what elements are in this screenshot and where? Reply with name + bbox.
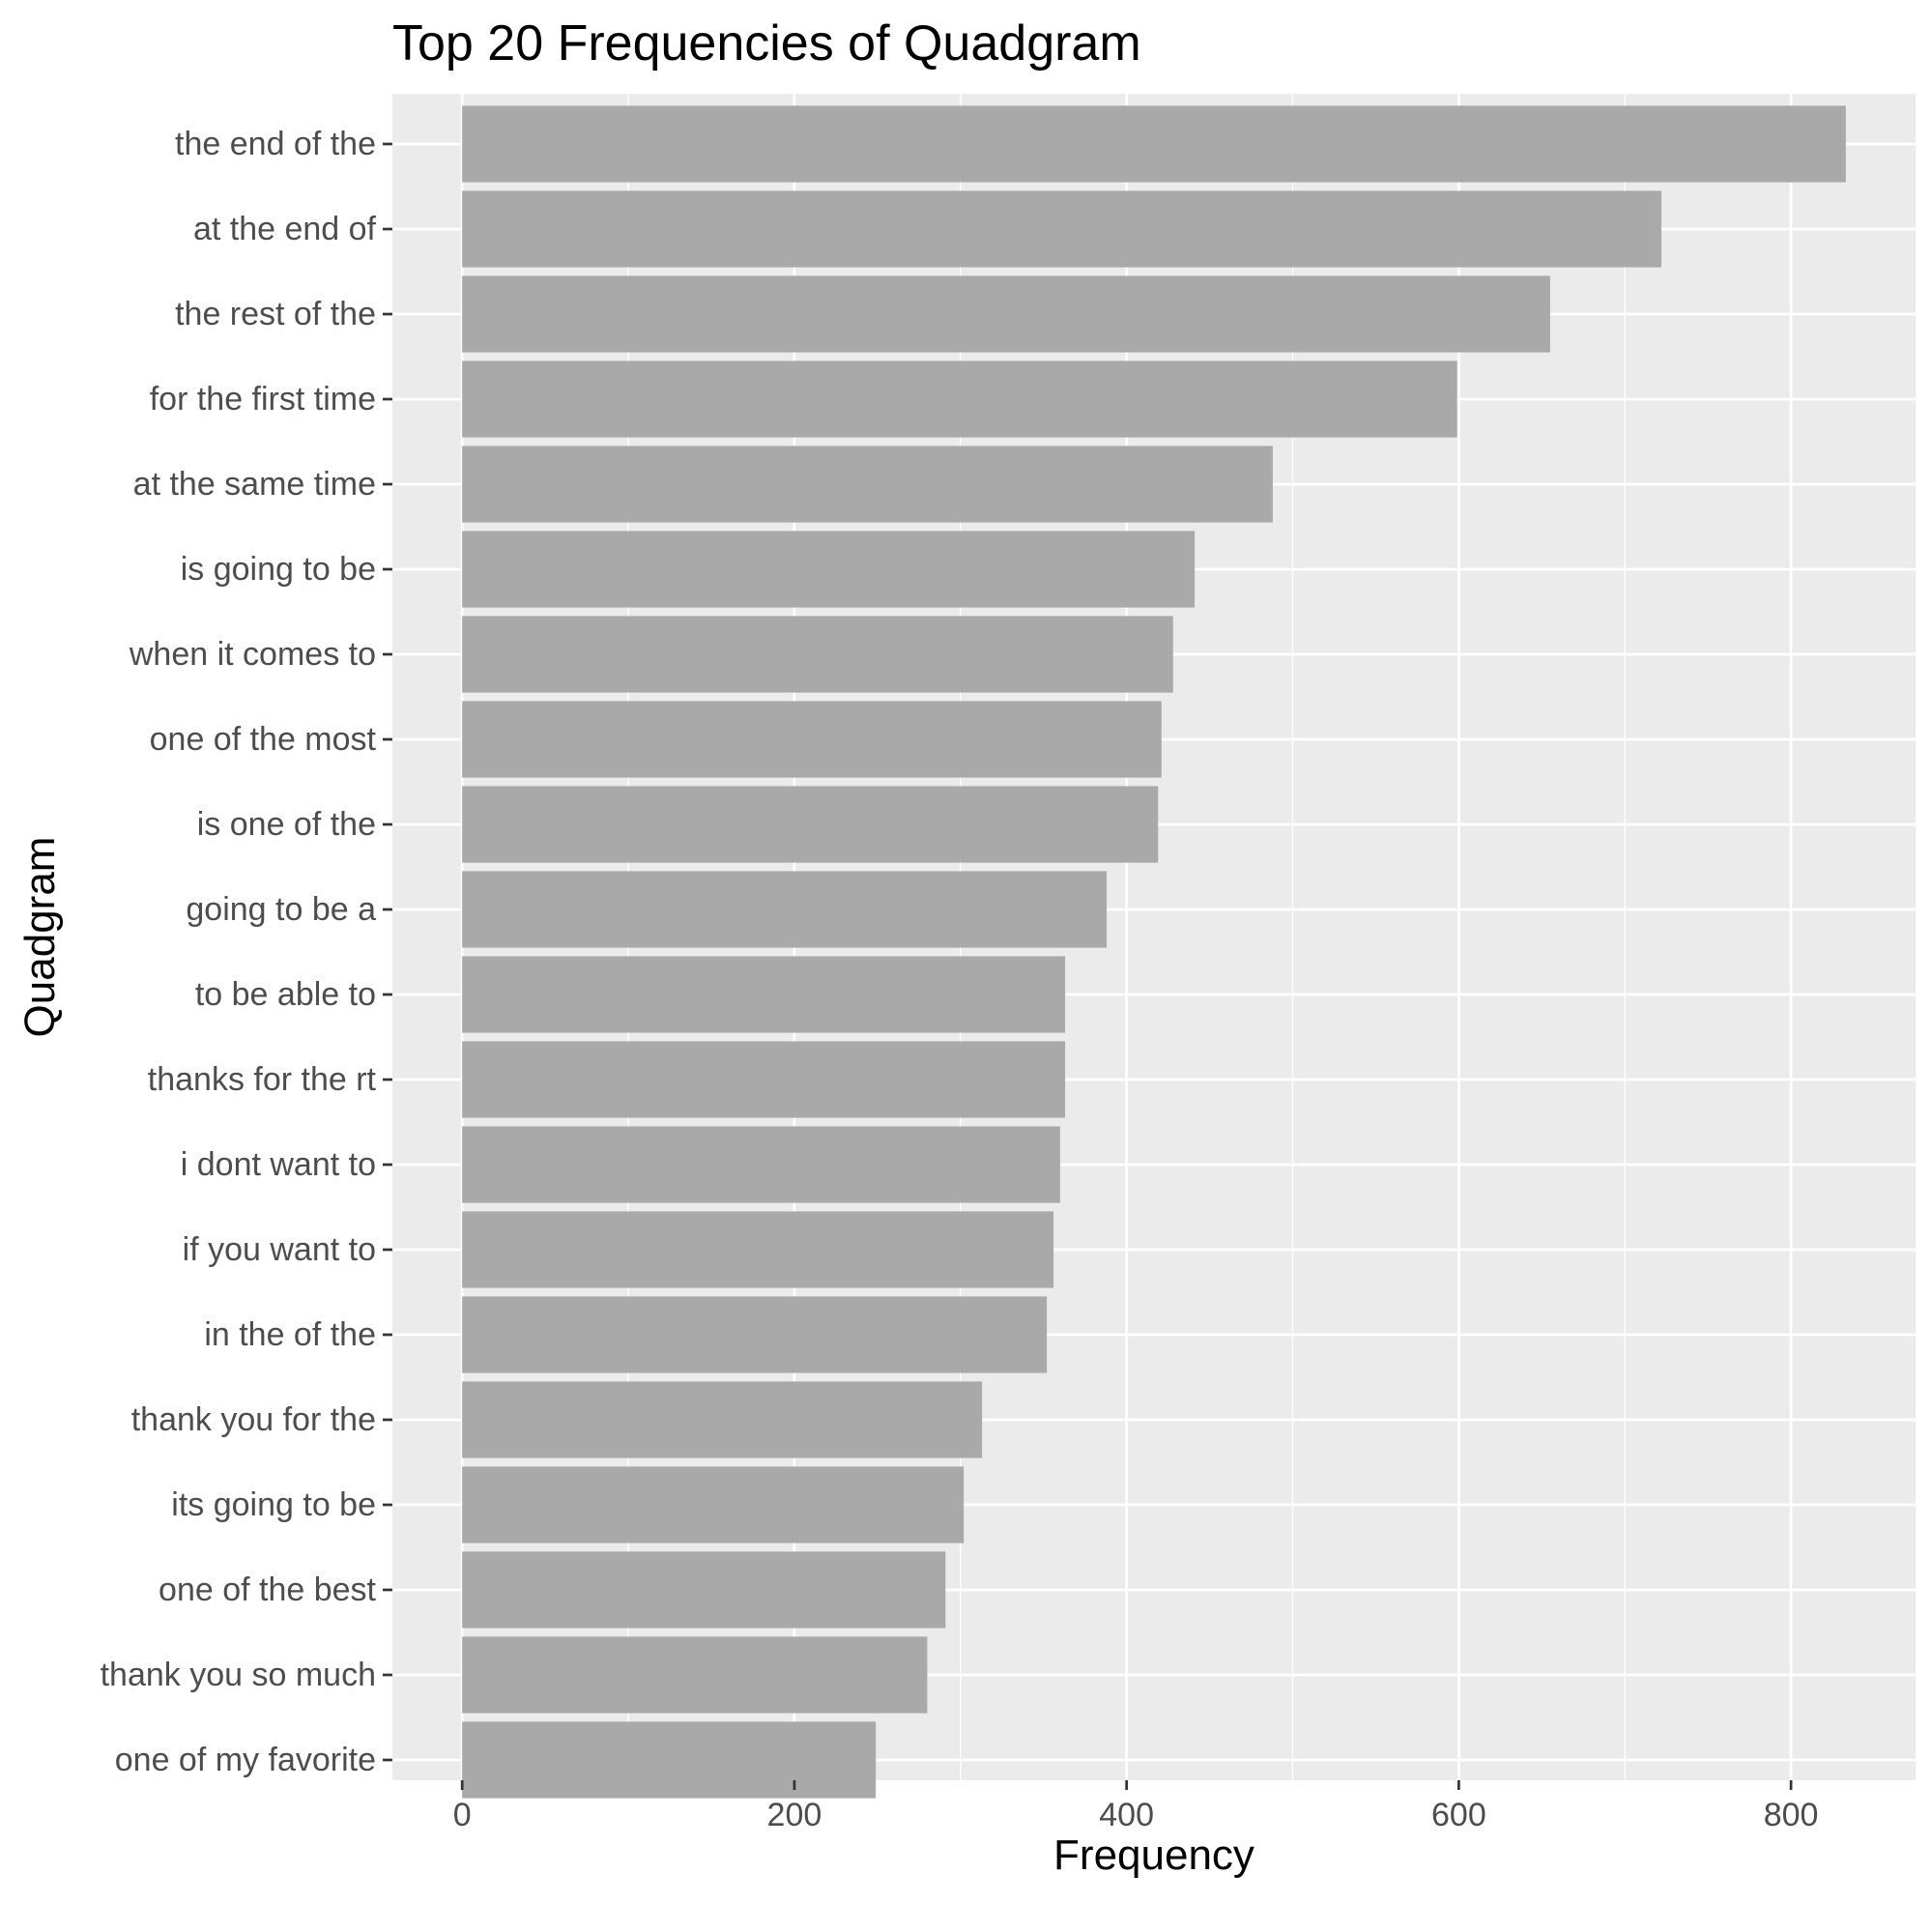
y-tick-label: one of the most	[150, 721, 377, 758]
chart-title: Top 20 Frequencies of Quadgram	[392, 15, 1141, 72]
bar	[462, 1636, 927, 1713]
bar	[462, 360, 1456, 437]
bar	[462, 190, 1661, 267]
y-tick-label: when it comes to	[129, 636, 376, 673]
y-tick-label: i dont want to	[181, 1146, 376, 1183]
bar	[462, 1466, 964, 1543]
bar	[462, 1211, 1053, 1287]
bar	[462, 531, 1195, 607]
bar	[462, 275, 1550, 352]
bar	[462, 1721, 876, 1798]
x-axis-title: Frequency	[1053, 1831, 1254, 1879]
y-tick-label: in the of the	[204, 1316, 376, 1353]
bar	[462, 1126, 1060, 1202]
bar	[462, 701, 1162, 777]
y-tick-label: one of the best	[159, 1572, 377, 1608]
x-tick-label: 600	[1431, 1797, 1486, 1833]
x-tick-label: 200	[767, 1797, 822, 1833]
bar	[462, 1041, 1065, 1117]
y-tick-label: the rest of the	[175, 296, 376, 332]
bar	[462, 1296, 1047, 1372]
x-tick-label: 800	[1764, 1797, 1819, 1833]
bar	[462, 871, 1107, 947]
y-tick-label: thank you for the	[131, 1401, 376, 1438]
bar	[462, 1381, 982, 1457]
y-tick-label: at the same time	[133, 466, 376, 503]
y-tick-label: to be able to	[195, 976, 376, 1013]
y-tick-label: is one of the	[197, 806, 376, 843]
y-tick-label: thanks for the rt	[148, 1061, 377, 1098]
x-tick-label: 0	[453, 1797, 472, 1833]
y-tick-label: one of my favorite	[115, 1742, 376, 1778]
bar	[462, 446, 1273, 522]
bar	[462, 786, 1158, 862]
bar	[462, 1551, 945, 1628]
bar	[462, 956, 1065, 1032]
y-tick-label: the end of the	[175, 126, 376, 162]
y-tick-label: is going to be	[181, 551, 376, 588]
y-tick-label: thank you so much	[101, 1657, 376, 1693]
y-tick-label: going to be a	[186, 891, 376, 928]
y-tick-label: if you want to	[183, 1231, 376, 1268]
x-tick-label: 400	[1099, 1797, 1154, 1833]
bar	[462, 105, 1846, 182]
y-tick-label: its going to be	[171, 1486, 376, 1523]
bar	[462, 616, 1173, 692]
y-tick-label: for the first time	[150, 381, 376, 418]
y-tick-label: at the end of	[193, 211, 377, 247]
y-axis: the end of the at the end of the rest of t…	[101, 126, 392, 1778]
y-axis-title: Quadgram	[16, 837, 64, 1038]
